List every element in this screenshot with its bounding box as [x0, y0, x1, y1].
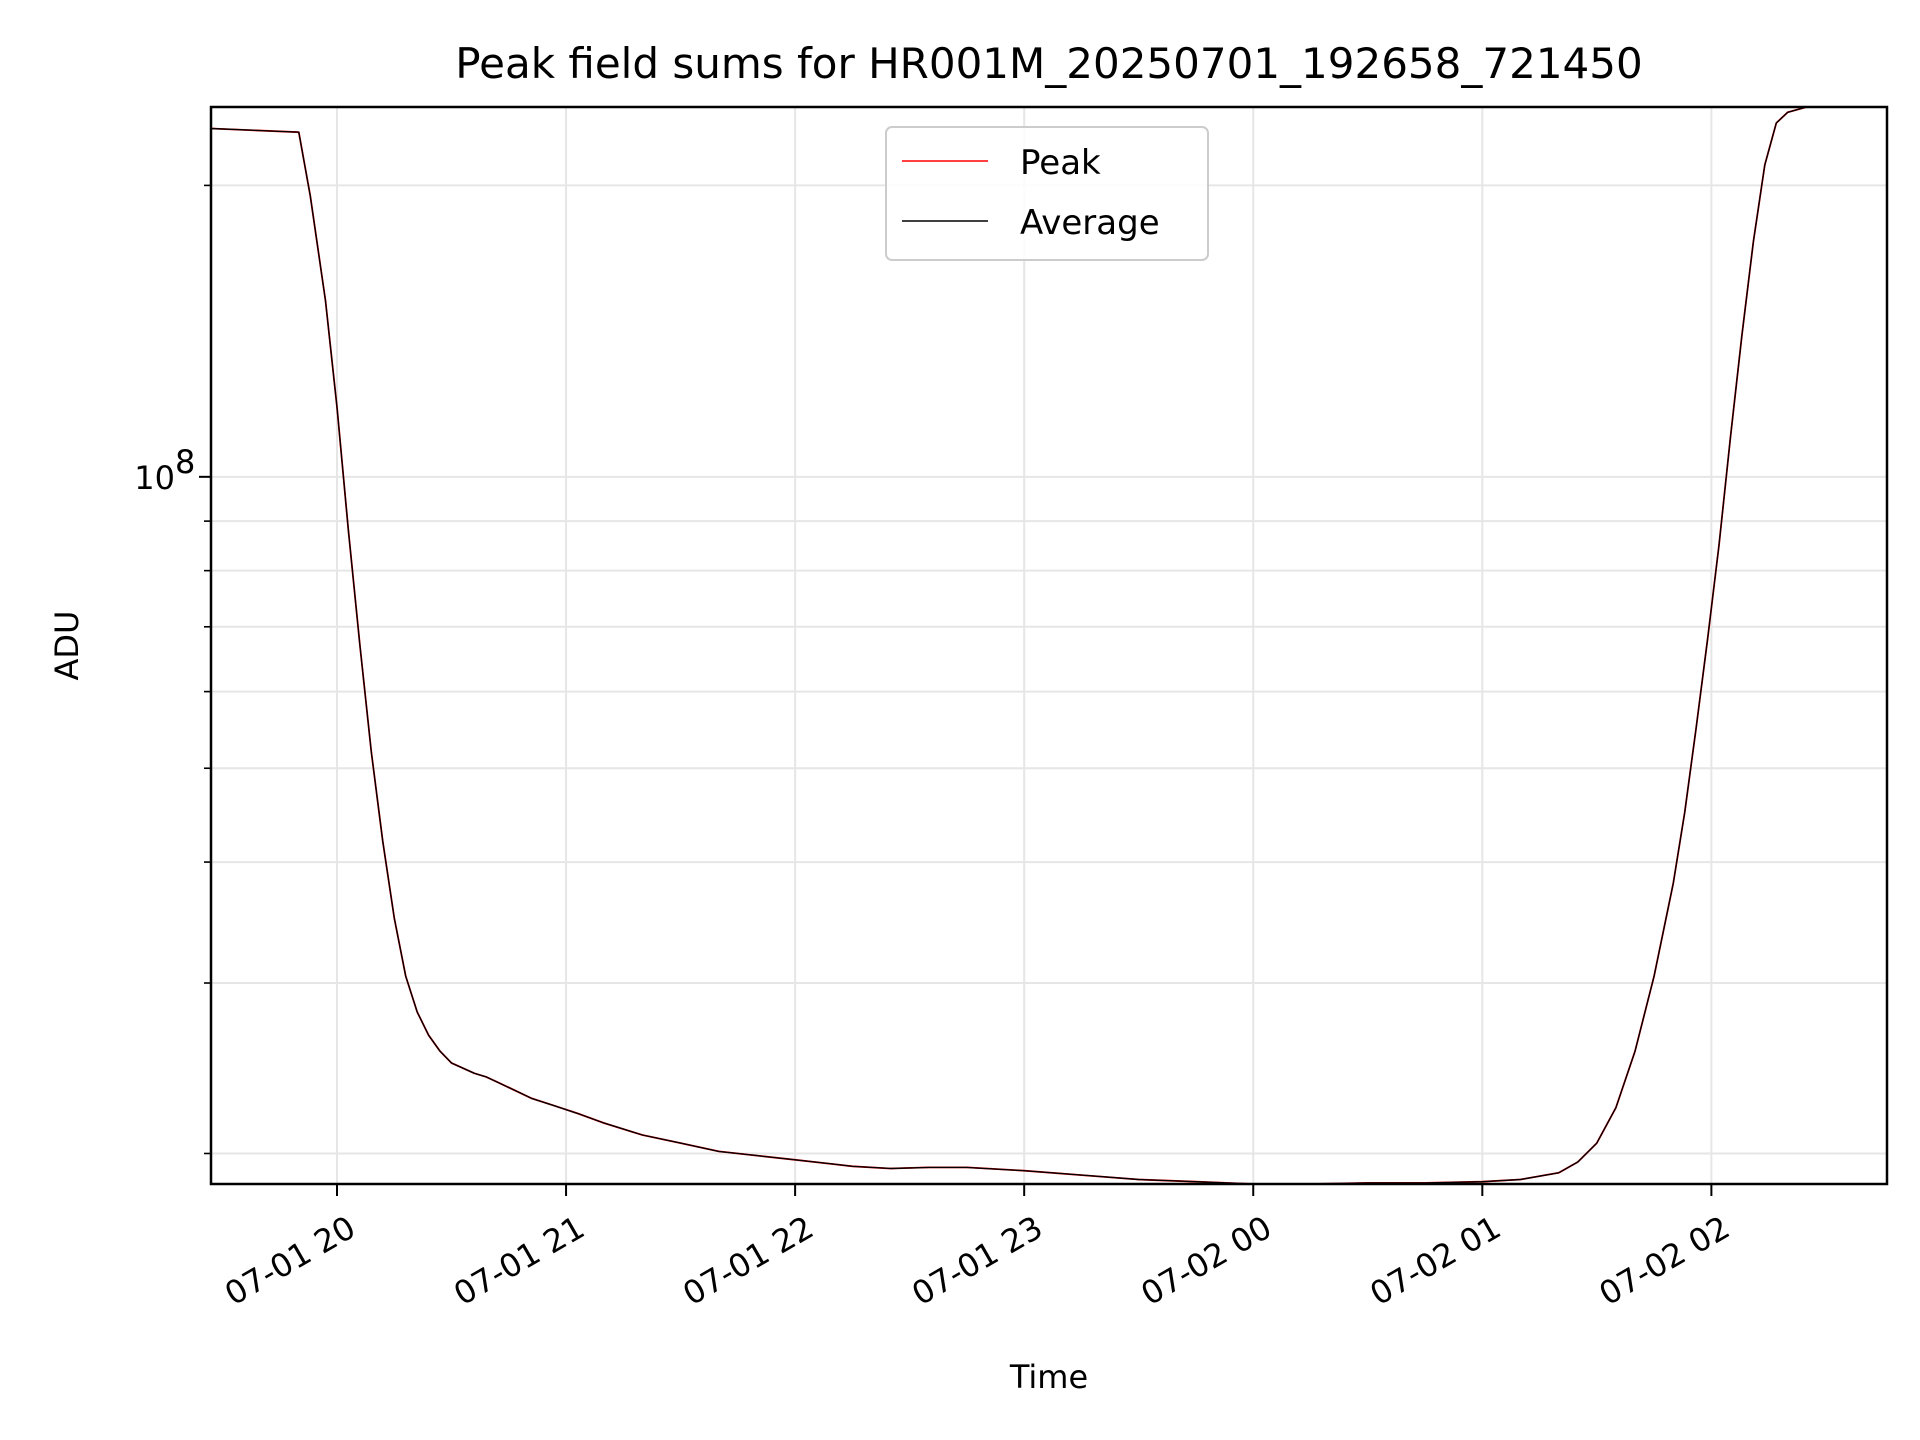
grid	[211, 107, 1887, 1184]
plot-lines	[211, 107, 1887, 1184]
legend-label-peak: Peak	[1020, 143, 1101, 183]
legend: Peak Average	[885, 126, 1209, 261]
x-axis-label: Time	[1009, 1358, 1088, 1396]
y-tick-label-exponent: 8	[175, 443, 195, 481]
legend-label-average: Average	[1020, 203, 1160, 243]
y-tick-label: 10	[134, 459, 175, 497]
plot-frame	[209, 105, 1889, 1186]
y-axis-label: ADU	[48, 611, 86, 681]
chart-title: Peak field sums for HR001M_20250701_1926…	[455, 39, 1642, 88]
series-line-average	[211, 107, 1887, 1184]
